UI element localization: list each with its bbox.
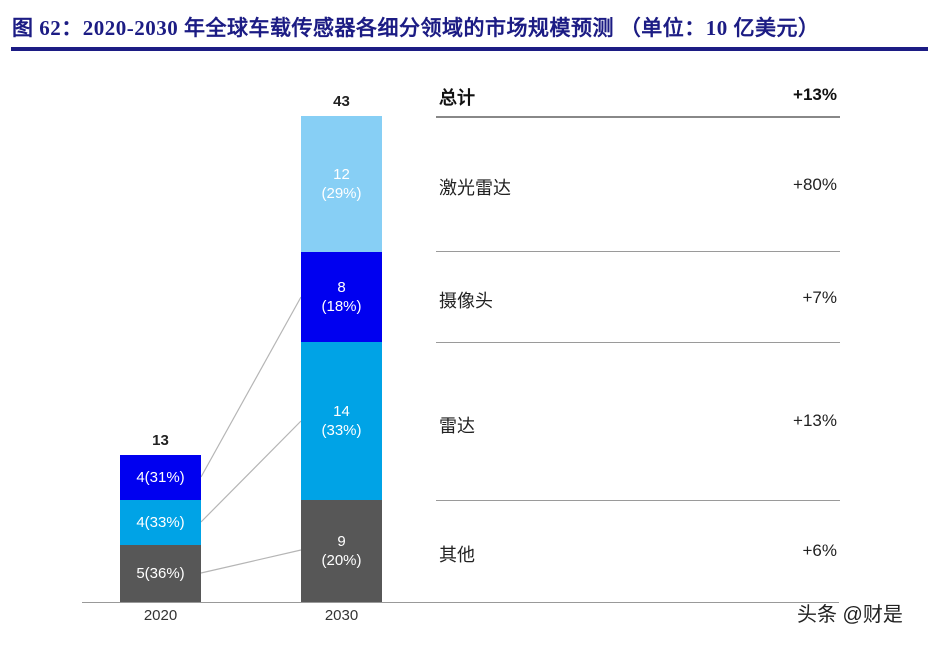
bar-2030-total: 43 <box>333 93 350 110</box>
title-underline <box>11 47 928 51</box>
bar-2030-radar-value: 14 <box>333 403 350 420</box>
x-tick-2020: 2020 <box>143 607 178 624</box>
table-total-label: 总计 <box>439 88 475 108</box>
bar-2030-lidar-value: 12 <box>333 166 350 183</box>
bar-2030-other-value: 9 <box>337 533 346 550</box>
table-radar-value: +13% <box>793 411 837 430</box>
bar-2020-camera-label: 4(31%) <box>136 469 185 486</box>
bar-2030-lidar-pct: (29%) <box>321 185 362 202</box>
table-divider <box>436 251 840 252</box>
x-axis-baseline <box>82 602 839 603</box>
table-other-label: 其他 <box>439 545 475 565</box>
bar-2020-camera-segment: 4(31%) <box>120 455 201 500</box>
table-camera-value: +7% <box>802 288 838 307</box>
bar-2020-total: 13 <box>152 432 169 449</box>
bar-2020-other-segment: 5(36%) <box>120 545 201 602</box>
x-tick-2030: 2030 <box>324 607 359 624</box>
table-divider <box>436 342 840 343</box>
table-other-value: +6% <box>802 541 838 560</box>
bar-2020-radar-label: 4(33%) <box>136 514 185 531</box>
bar-2030-camera-segment: 8 (18%) <box>301 252 382 342</box>
bar-2030-radar-segment: 14 (33%) <box>301 342 382 500</box>
table-lidar-label: 激光雷达 <box>439 178 511 198</box>
table-camera-label: 摄像头 <box>439 291 493 311</box>
bar-2030-camera-pct: (18%) <box>321 298 362 315</box>
bar-2030-radar-pct: (33%) <box>321 422 362 439</box>
table-total-value: +13% <box>793 85 837 104</box>
figure-title: 图 62：2020-2030 年全球车载传感器各细分领域的市场规模预测 （单位：… <box>12 16 820 40</box>
bar-2030-other-pct: (20%) <box>321 552 362 569</box>
table-radar-label: 雷达 <box>439 416 475 436</box>
table-divider <box>436 116 840 118</box>
bar-2030-camera-value: 8 <box>337 279 346 296</box>
bar-2020-radar-segment: 4(33%) <box>120 500 201 545</box>
bar-2030-lidar-segment: 12 (29%) <box>301 116 382 252</box>
bar-2020-other-label: 5(36%) <box>136 565 185 582</box>
bar-2030-other-segment: 9 (20%) <box>301 500 382 602</box>
table-lidar-value: +80% <box>793 175 837 194</box>
table-divider <box>436 500 840 501</box>
watermark: 头条 @财是 <box>797 604 903 626</box>
